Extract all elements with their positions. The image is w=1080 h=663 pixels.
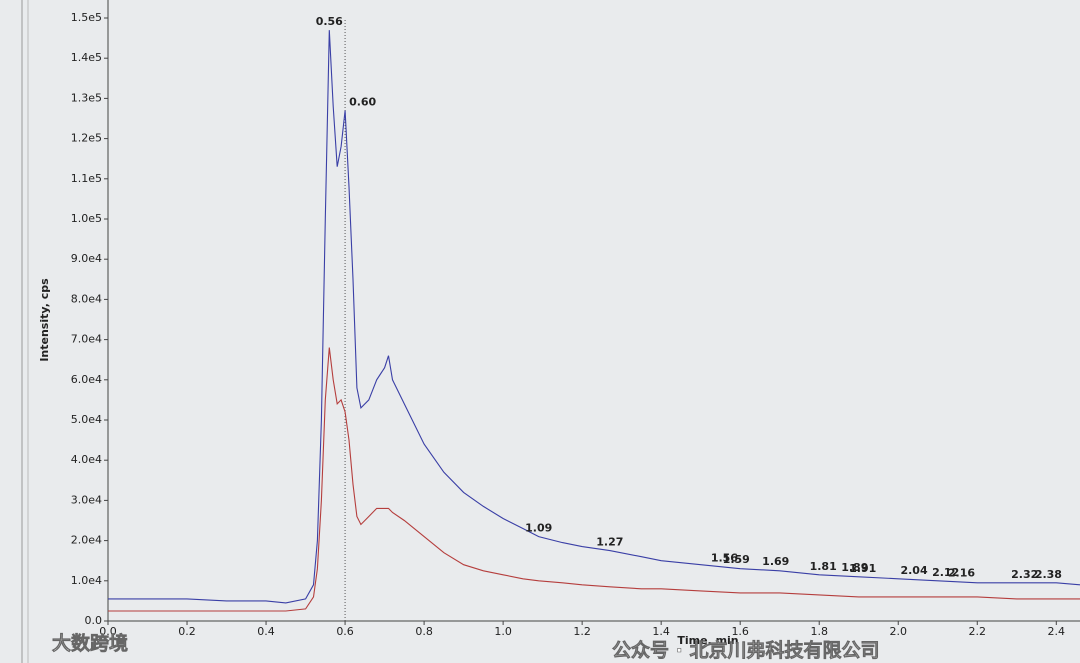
y-tick-label: 1.4e5 [71, 51, 102, 64]
y-tick-label: 1.0e4 [71, 574, 102, 587]
x-tick-label: 0.6 [336, 625, 354, 638]
y-tick-label: 1.5e5 [71, 11, 102, 24]
y-tick-label: 6.0e4 [71, 373, 102, 386]
y-tick-label: 4.0e4 [71, 453, 102, 466]
y-tick-label: 1.2e5 [71, 132, 102, 145]
peak-label: 1.81 [810, 560, 837, 573]
y-tick-label: 1.3e5 [71, 91, 102, 104]
y-tick-label: 5.0e4 [71, 413, 102, 426]
y-tick-label: 9.0e4 [71, 252, 102, 265]
peak-label: 2.12 [932, 566, 959, 579]
y-tick-label: 3.0e4 [71, 493, 102, 506]
y-axis-title: Intensity, cps [38, 278, 51, 362]
x-axis-title: Time, min [677, 634, 738, 647]
peak-label: 0.56 [316, 15, 343, 28]
x-tick-label: 1.0 [494, 625, 512, 638]
peak-label: 1.89 [841, 561, 868, 574]
x-tick-label: 0.4 [257, 625, 275, 638]
x-tick-label: 0.0 [99, 625, 117, 638]
x-tick-label: 2.4 [1048, 625, 1066, 638]
x-tick-label: 1.4 [652, 625, 670, 638]
y-tick-label: 1.0e5 [71, 212, 102, 225]
x-tick-label: 0.8 [415, 625, 433, 638]
series-line [108, 347, 1080, 612]
peak-label: 2.38 [1035, 568, 1062, 581]
y-tick-label: 2.0e4 [71, 534, 102, 547]
watermark: 公众号 · 北京川弗科技有限公司 [612, 639, 879, 662]
peak-label: 1.91 [849, 562, 876, 575]
peak-label: 2.16 [948, 567, 975, 580]
x-tick-label: 2.0 [889, 625, 907, 638]
x-tick-label: 0.2 [178, 625, 196, 638]
peak-label: 1.59 [723, 553, 750, 566]
series-line [108, 30, 1080, 604]
peak-label: 1.27 [596, 536, 623, 549]
peak-label: 1.56 [711, 552, 738, 565]
x-tick-label: 1.2 [573, 625, 591, 638]
peak-label: 1.69 [762, 555, 789, 568]
x-tick-label: 2.2 [969, 625, 987, 638]
peak-label: 0.60 [349, 95, 376, 108]
x-tick-label: 1.8 [810, 625, 828, 638]
x-tick-label: 1.6 [731, 625, 749, 638]
peak-label: 2.04 [900, 564, 927, 577]
y-tick-label: 8.0e4 [71, 292, 102, 305]
peak-label: 2.32 [1011, 568, 1038, 581]
peak-label: 1.09 [525, 522, 552, 535]
y-tick-label: 7.0e4 [71, 333, 102, 346]
watermark: 大数跨境 [52, 632, 128, 655]
y-tick-label: 1.1e5 [71, 172, 102, 185]
y-tick-label: 0.0 [85, 614, 103, 627]
